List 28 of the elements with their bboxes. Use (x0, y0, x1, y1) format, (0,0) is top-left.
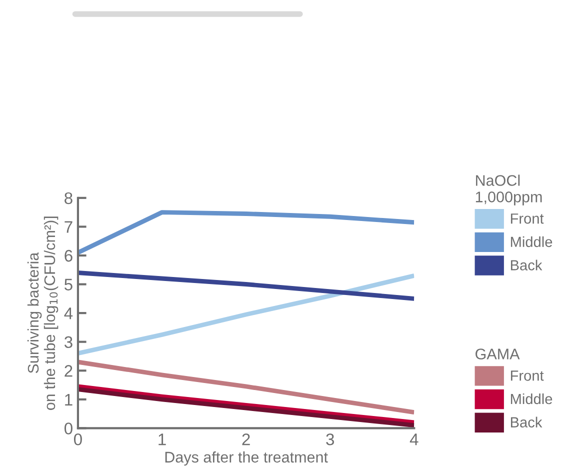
text: NaOCl 1,000ppm (476, 174, 542, 206)
legend-label: Front (510, 370, 544, 381)
y-tick-label: 6 (64, 250, 72, 262)
x-tick-label: 2 (242, 434, 250, 446)
legend-label: Back (510, 260, 542, 270)
x-tick-label: 3 (326, 434, 334, 446)
x-tick-label: 0 (74, 434, 82, 446)
y-tick-label: 0 (64, 422, 72, 434)
y-tick-label: 7 (64, 221, 72, 233)
x-tick-label: 4 (410, 434, 418, 446)
legend-label: Middle (510, 393, 552, 404)
line-series (78, 210, 414, 255)
y-tick-label: 3 (64, 336, 72, 348)
x-tick-label: 1 (158, 434, 166, 446)
text: GAMA (476, 348, 520, 360)
line-series (78, 360, 414, 415)
line-series (78, 273, 414, 356)
legend-label: Front (510, 214, 544, 224)
line-series (78, 270, 414, 301)
y-tick-label: 1 (65, 394, 72, 406)
x-axis-title: Days after the treatment (165, 451, 328, 466)
y-axis-title: Surviving bacteria on the tube [log$_{10}$(CFU/cm²)] (27, 216, 58, 410)
y-tick-label: 5 (64, 278, 72, 290)
y-tick-label: 4 (64, 308, 73, 320)
legend-label: Back (510, 416, 542, 428)
y-tick-label: 8 (64, 192, 72, 204)
legend-label: Middle (510, 236, 552, 248)
y-tick-label: 2 (64, 365, 72, 377)
